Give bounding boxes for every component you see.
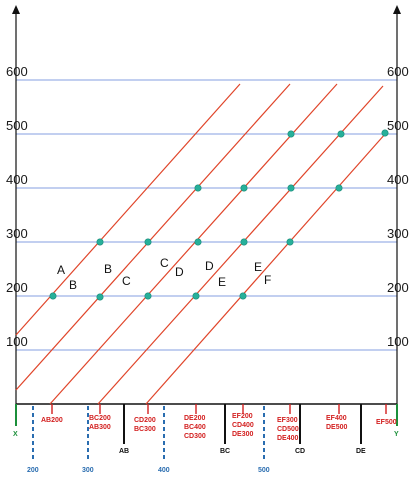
black-label: AB	[119, 448, 129, 455]
bottom-red-ticks	[51, 404, 387, 414]
red-label: CD500	[277, 426, 299, 433]
black-label: BC	[220, 448, 230, 455]
blue-label: 400	[158, 467, 170, 474]
point	[240, 184, 248, 192]
black-label: CD	[295, 448, 305, 455]
red-label: AB300	[89, 424, 111, 431]
left-label-100: 100	[6, 334, 28, 349]
blue-label: 500	[258, 467, 270, 474]
red-label: CD400	[232, 422, 254, 429]
point	[192, 292, 200, 300]
red-label: DE300	[232, 431, 254, 438]
right-label-500: 500	[387, 118, 409, 133]
point	[335, 184, 343, 192]
diagonal-line-5	[145, 132, 387, 405]
point	[144, 292, 152, 300]
red-label: EF500	[376, 419, 397, 426]
point	[239, 292, 247, 300]
red-label: AB200	[41, 417, 63, 424]
point	[381, 129, 389, 137]
diagonal-line-2	[15, 83, 291, 391]
line-label-a: A	[57, 263, 65, 277]
y-label: Y	[394, 431, 399, 438]
point	[96, 238, 104, 246]
point	[96, 293, 104, 301]
grid-lines	[16, 79, 397, 351]
bottom-black-labels: AB BC CD DE	[119, 448, 366, 455]
red-label: BC300	[134, 426, 156, 433]
x-label: X	[13, 431, 18, 438]
diagonal-line-1	[15, 83, 241, 336]
left-label-400: 400	[6, 172, 28, 187]
diagonal-line-4	[97, 85, 384, 405]
red-label: BC400	[184, 424, 206, 431]
line-label-e: E	[254, 260, 262, 274]
right-label-600: 600	[387, 64, 409, 79]
red-label: DE500	[326, 424, 348, 431]
left-axis-arrow	[12, 5, 20, 14]
right-label-400: 400	[387, 172, 409, 187]
line-label-c: C	[160, 256, 169, 270]
bottom-blue-ticks	[32, 406, 265, 462]
right-axis-arrow	[393, 5, 401, 14]
diagonal-line-3	[49, 83, 338, 405]
bottom-green-ticks	[15, 404, 398, 426]
left-label-500: 500	[6, 118, 28, 133]
line-label-b: B	[104, 262, 112, 276]
bottom-blue-labels: 200 300 400 500	[27, 467, 270, 474]
blue-label: 200	[27, 467, 39, 474]
point	[49, 292, 57, 300]
red-label: EF200	[232, 413, 253, 420]
right-label-300: 300	[387, 226, 409, 241]
left-label-600: 600	[6, 64, 28, 79]
left-label-200: 200	[6, 280, 28, 295]
line-labels: A B B C C D D E E F	[57, 256, 271, 292]
right-axis-labels: 100 200 300 400 500 600	[387, 64, 409, 349]
red-label: CD300	[184, 433, 206, 440]
bottom-black-ticks	[123, 404, 362, 444]
left-axis-labels: 100 200 300 400 500 600	[6, 64, 28, 349]
red-label: DE200	[184, 415, 206, 422]
line-label-f: F	[264, 273, 271, 287]
diagonal-lines	[15, 83, 387, 405]
bottom-red-labels: AB200 BC200 AB300 CD200 BC300 DE200 BC40…	[41, 413, 397, 442]
point	[144, 238, 152, 246]
blue-label: 300	[82, 467, 94, 474]
intersection-points	[49, 129, 389, 301]
axes	[15, 12, 398, 405]
point	[337, 130, 345, 138]
point	[240, 238, 248, 246]
point	[194, 238, 202, 246]
point	[287, 130, 295, 138]
line-label-d: D	[205, 259, 214, 273]
red-label: EF300	[277, 417, 298, 424]
left-label-300: 300	[6, 226, 28, 241]
line-label-b: B	[69, 278, 77, 292]
line-label-e: E	[218, 275, 226, 289]
red-label: DE400	[277, 435, 299, 442]
right-label-100: 100	[387, 334, 409, 349]
red-label: CD200	[134, 417, 156, 424]
line-label-d: D	[175, 265, 184, 279]
red-label: BC200	[89, 415, 111, 422]
right-label-200: 200	[387, 280, 409, 295]
line-label-c: C	[122, 274, 131, 288]
black-label: DE	[356, 448, 366, 455]
point	[194, 184, 202, 192]
point	[287, 184, 295, 192]
point	[286, 238, 294, 246]
red-label: EF400	[326, 415, 347, 422]
